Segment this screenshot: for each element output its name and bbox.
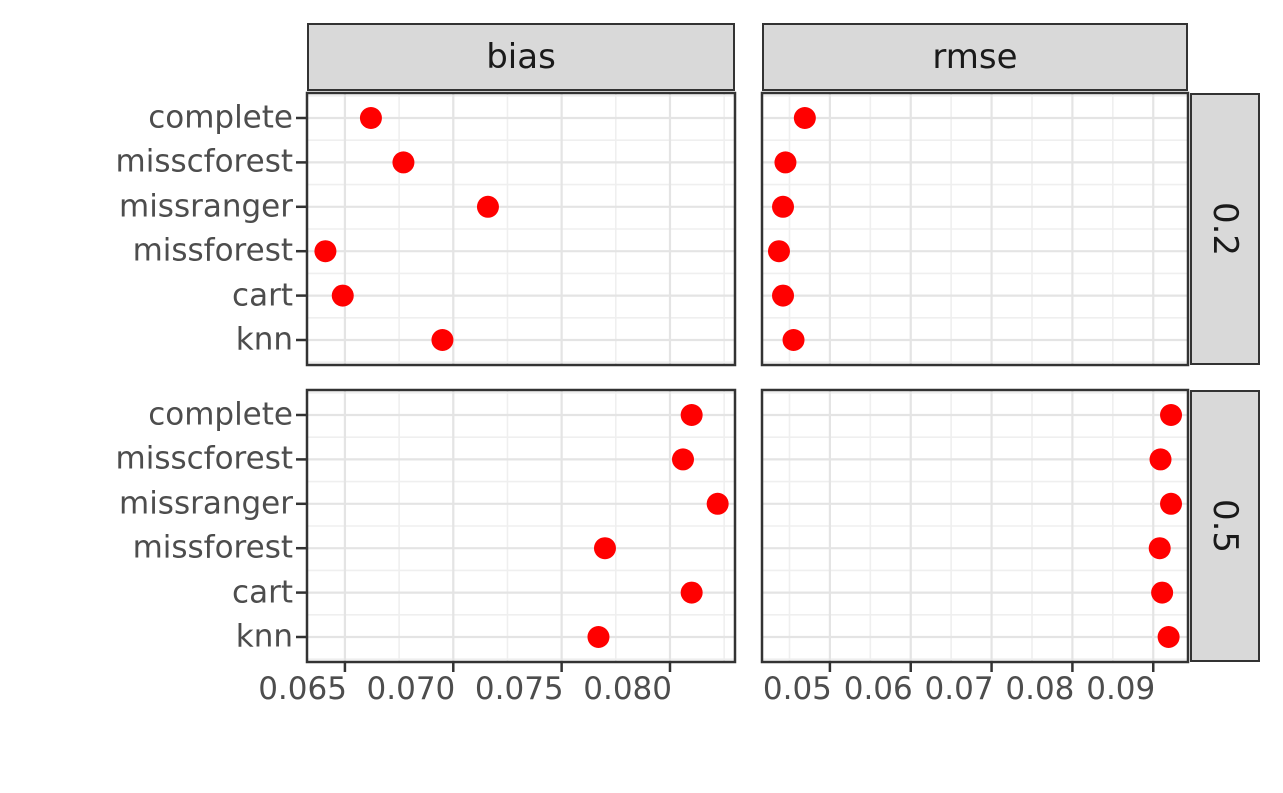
data-point-knn bbox=[431, 329, 454, 351]
data-point-missranger bbox=[706, 492, 729, 515]
panel-border bbox=[305, 91, 737, 367]
x-axis-label-rmse-0.06: 0.06 bbox=[843, 671, 913, 707]
y-axis-label-knn: knn bbox=[235, 321, 293, 358]
data-point-cart bbox=[1151, 581, 1174, 604]
data-point-complete bbox=[359, 107, 382, 129]
y-axis-label-missranger: missranger bbox=[119, 188, 293, 225]
panel-rmse-0.2 bbox=[760, 91, 1190, 367]
facet-strip-row-0.5: 0.5 bbox=[1190, 390, 1260, 662]
data-point-complete bbox=[793, 107, 816, 129]
x-axis-label-rmse-0.09: 0.09 bbox=[1086, 671, 1156, 707]
data-point-complete bbox=[680, 404, 703, 426]
facet-strip-bias: bias bbox=[307, 23, 735, 91]
data-point-cart bbox=[680, 581, 703, 604]
data-point-knn bbox=[782, 329, 805, 351]
facet-strip-rmse: rmse bbox=[762, 23, 1188, 91]
data-point-complete bbox=[1160, 404, 1183, 426]
data-point-missranger bbox=[476, 195, 499, 218]
data-point-missranger bbox=[1160, 492, 1183, 515]
facet-strip-row-0.2: 0.2 bbox=[1190, 93, 1260, 365]
y-axis-label-complete: complete bbox=[148, 396, 293, 433]
y-axis-label-cart: cart bbox=[232, 277, 293, 314]
x-axis-label-rmse-0.07: 0.07 bbox=[924, 671, 994, 707]
data-point-missranger bbox=[772, 195, 795, 218]
x-axis-label-bias-0.075: 0.075 bbox=[474, 671, 564, 707]
x-axis-label-bias-0.065: 0.065 bbox=[258, 671, 347, 707]
panel-border bbox=[760, 388, 1190, 664]
panel-border bbox=[305, 388, 737, 664]
y-axis-label-missforest: missforest bbox=[132, 529, 293, 566]
data-point-missforest bbox=[593, 537, 616, 560]
y-axis-label-misscforest: misscforest bbox=[115, 440, 293, 477]
x-axis-label-rmse-0.08: 0.08 bbox=[1005, 671, 1075, 707]
data-point-missforest bbox=[767, 240, 790, 263]
data-point-missforest bbox=[314, 240, 337, 263]
panel-bias-0.5 bbox=[305, 388, 737, 664]
y-axis-label-missranger: missranger bbox=[119, 485, 293, 522]
y-axis-label-misscforest: misscforest bbox=[115, 143, 293, 180]
data-point-knn bbox=[587, 626, 610, 648]
data-point-misscforest bbox=[392, 151, 415, 174]
facet-strip-row-0.5-label: 0.5 bbox=[1204, 498, 1245, 554]
data-point-cart bbox=[331, 284, 354, 307]
data-point-cart bbox=[772, 284, 795, 307]
data-point-misscforest bbox=[1149, 448, 1172, 471]
data-point-knn bbox=[1157, 626, 1180, 648]
y-axis-label-cart: cart bbox=[232, 574, 293, 611]
data-point-misscforest bbox=[671, 448, 694, 471]
panel-rmse-0.5 bbox=[760, 388, 1190, 664]
data-point-misscforest bbox=[774, 151, 797, 174]
panel-bias-0.2 bbox=[305, 91, 737, 367]
facet-strip-rmse-label: rmse bbox=[932, 37, 1018, 77]
x-axis-label-rmse-0.05: 0.05 bbox=[762, 671, 832, 707]
facet-strip-row-0.2-label: 0.2 bbox=[1204, 201, 1245, 257]
x-axis-label-bias-0.080: 0.080 bbox=[583, 671, 672, 707]
panel-border bbox=[760, 91, 1190, 367]
facet-strip-bias-label: bias bbox=[486, 37, 556, 77]
x-axis-label-bias-0.070: 0.070 bbox=[366, 671, 456, 707]
y-axis-label-complete: complete bbox=[148, 99, 293, 136]
y-axis-label-missforest: missforest bbox=[132, 232, 293, 269]
y-axis-label-knn: knn bbox=[235, 618, 293, 655]
data-point-missforest bbox=[1148, 537, 1171, 560]
